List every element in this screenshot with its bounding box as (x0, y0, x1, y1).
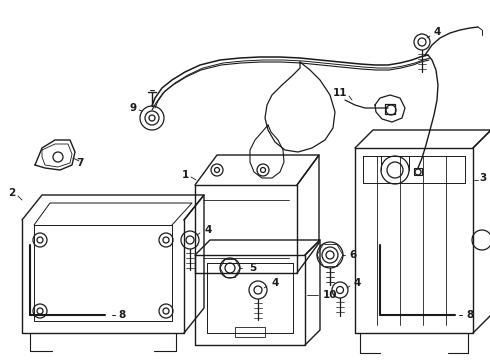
Circle shape (332, 282, 348, 298)
Circle shape (140, 106, 164, 130)
Circle shape (418, 38, 426, 46)
Circle shape (322, 247, 338, 263)
Circle shape (149, 115, 155, 121)
Circle shape (186, 236, 194, 244)
Text: 8: 8 (466, 310, 474, 320)
Text: 2: 2 (8, 188, 16, 198)
Circle shape (472, 230, 490, 250)
Circle shape (220, 258, 240, 278)
Text: 6: 6 (349, 250, 357, 260)
Text: 10: 10 (323, 290, 337, 300)
Circle shape (163, 308, 169, 314)
Circle shape (337, 287, 343, 293)
Circle shape (33, 304, 47, 318)
Text: 5: 5 (249, 263, 257, 273)
Circle shape (145, 111, 159, 125)
Circle shape (37, 308, 43, 314)
Circle shape (159, 304, 173, 318)
Circle shape (249, 281, 267, 299)
Text: 9: 9 (129, 103, 137, 113)
Text: 4: 4 (433, 27, 441, 37)
Text: 1: 1 (181, 170, 189, 180)
Circle shape (53, 152, 63, 162)
Text: 11: 11 (333, 88, 347, 98)
Circle shape (261, 167, 266, 172)
Circle shape (317, 242, 343, 268)
Circle shape (257, 164, 269, 176)
Circle shape (33, 233, 47, 247)
Circle shape (211, 164, 223, 176)
Circle shape (386, 105, 396, 115)
Circle shape (37, 237, 43, 243)
Circle shape (163, 237, 169, 243)
Text: 4: 4 (204, 225, 212, 235)
Circle shape (387, 162, 403, 178)
Circle shape (254, 286, 262, 294)
Circle shape (159, 233, 173, 247)
Text: 8: 8 (119, 310, 125, 320)
Text: 4: 4 (271, 278, 279, 288)
Circle shape (215, 167, 220, 172)
Circle shape (381, 156, 409, 184)
Circle shape (181, 231, 199, 249)
Text: 7: 7 (76, 158, 84, 168)
Circle shape (326, 251, 334, 259)
Circle shape (414, 34, 430, 50)
Circle shape (415, 169, 421, 175)
Circle shape (225, 263, 235, 273)
Text: 3: 3 (479, 173, 487, 183)
Bar (235, 327, 265, 337)
Text: 4: 4 (353, 278, 361, 288)
